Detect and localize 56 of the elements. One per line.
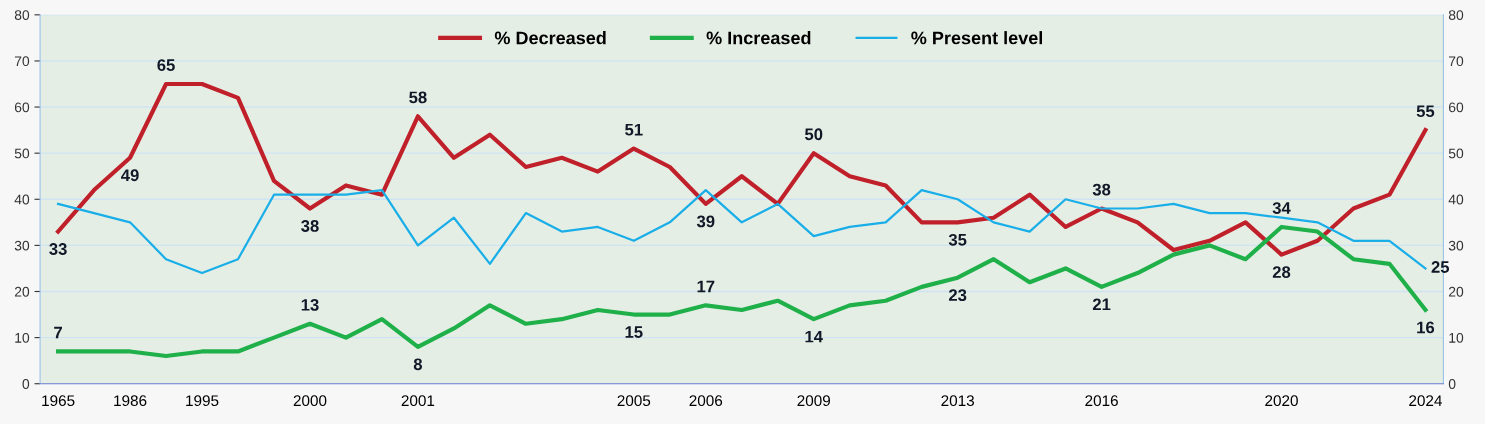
- y-tick-label: 50: [14, 148, 30, 159]
- data-label: 23: [948, 289, 967, 302]
- data-label: 49: [121, 169, 139, 182]
- y2-tick-label: 50: [1448, 148, 1464, 159]
- data-label: 16: [1417, 321, 1435, 334]
- data-label: 65: [157, 59, 175, 71]
- x-tick-label: 2001: [401, 395, 435, 407]
- data-label: 39: [696, 215, 715, 228]
- data-label: 8: [413, 358, 423, 371]
- data-label: 34: [1272, 202, 1291, 214]
- data-label: 13: [301, 298, 319, 311]
- data-label: 15: [625, 326, 643, 338]
- y2-tick-label: 20: [1448, 286, 1464, 297]
- y2-tick-label: 0: [1448, 379, 1456, 389]
- legend-label: % Present level: [911, 31, 1042, 45]
- y-tick-label: 40: [14, 194, 30, 205]
- x-tick-label: 2005: [617, 395, 651, 407]
- y2-tick-label: 60: [1448, 102, 1464, 113]
- y2-tick-label: 30: [1448, 240, 1464, 251]
- x-tick-label: 2000: [293, 395, 327, 407]
- y-tick-label: 0: [22, 379, 30, 389]
- x-tick-label: 2016: [1085, 395, 1118, 407]
- data-label: 33: [49, 243, 67, 255]
- y2-tick-label: 80: [1448, 10, 1464, 21]
- data-label: 51: [625, 123, 643, 136]
- x-tick-label: 2009: [797, 395, 830, 407]
- y2-tick-label: 10: [1449, 332, 1464, 343]
- data-label: 17: [697, 280, 715, 293]
- x-tick-label: 1995: [186, 395, 219, 407]
- y-tick-label: 70: [14, 56, 30, 67]
- data-label: 35: [948, 233, 967, 246]
- y-tick-label: 10: [15, 332, 30, 343]
- x-tick-label: 2024: [1409, 395, 1442, 407]
- legend-label: % Decreased: [494, 31, 606, 45]
- x-tick-label: 1986: [114, 395, 147, 407]
- data-label: 50: [804, 128, 823, 141]
- data-label: 21: [1092, 298, 1111, 311]
- data-label: 58: [409, 91, 427, 104]
- y-tick-label: 20: [14, 286, 30, 297]
- y2-tick-label: 40: [1448, 194, 1464, 205]
- x-tick-label: 2006: [689, 395, 723, 407]
- y-tick-label: 60: [14, 102, 30, 113]
- data-label: 25: [1431, 261, 1450, 273]
- y-tick-label: 80: [14, 10, 30, 21]
- legend-label: % Increased: [706, 31, 811, 45]
- x-tick-label: 2020: [1265, 395, 1298, 407]
- data-label: 38: [1092, 183, 1111, 196]
- data-label: 7: [54, 326, 62, 339]
- data-label: 38: [301, 220, 319, 232]
- y2-tick-label: 70: [1448, 56, 1464, 67]
- x-tick-label: 2013: [941, 395, 974, 407]
- data-label: 28: [1272, 266, 1291, 278]
- x-tick-label: 1965: [42, 395, 75, 407]
- y-tick-label: 30: [14, 240, 30, 251]
- data-label: 14: [805, 330, 823, 343]
- data-label: 55: [1416, 105, 1435, 118]
